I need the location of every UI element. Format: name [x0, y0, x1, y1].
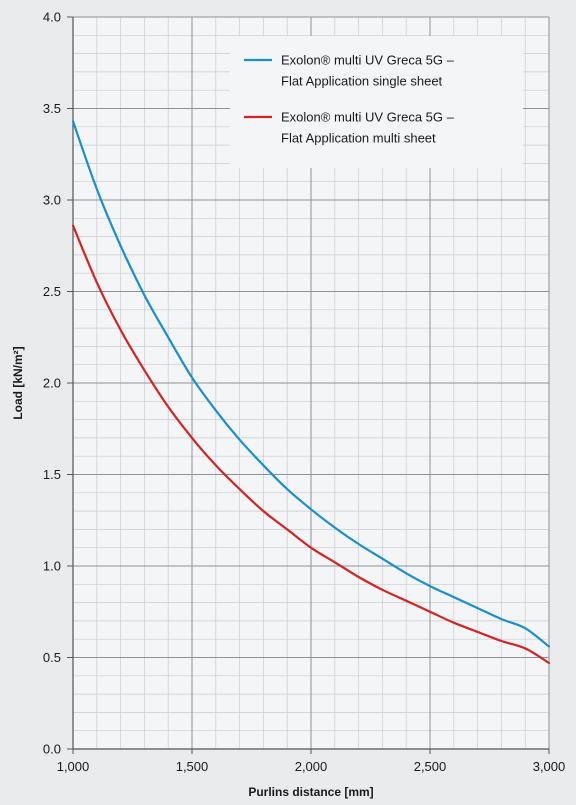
y-tick-label: 3.0: [43, 193, 61, 208]
series-lines: [71, 120, 551, 665]
x-tick-label: 3,000: [533, 759, 566, 774]
series-line-2: [71, 224, 551, 665]
y-tick-label: 0.5: [43, 650, 61, 665]
y-tick-label: 2.0: [43, 376, 61, 391]
x-tick-label: 1,500: [176, 759, 209, 774]
legend: Exolon® multi UV Greca 5G – Flat Applicat…: [244, 53, 455, 146]
y-tick-label: 3.5: [43, 101, 61, 116]
legend-label-1: Exolon® multi UV Greca 5G –: [281, 53, 455, 68]
legend-label-2: Exolon® multi UV Greca 5G –: [281, 110, 455, 125]
x-tick-label: 2,500: [414, 759, 447, 774]
legend-label-1: Flat Application single sheet: [281, 74, 443, 89]
legend-box: [230, 36, 523, 168]
y-tick-label: 1.0: [43, 559, 61, 574]
y-tick-label: 1.5: [43, 467, 61, 482]
tick-labels: 0.0 0.5 1.0 1.5 2.0 2.5 3.0 3.5 4.0 1,000 1,500 2,0…: [43, 10, 565, 775]
legend-background: [230, 36, 523, 168]
legend-label-2: Flat Application multi sheet: [281, 131, 436, 146]
y-axis-title: Load [kN/m²]: [11, 346, 25, 419]
y-tick-label: 0.0: [43, 742, 61, 757]
y-tick-label: 4.0: [43, 10, 61, 25]
y-tick-label: 2.5: [43, 284, 61, 299]
x-axis-title: Purlins distance [mm]: [248, 785, 373, 799]
x-tick-label: 1,000: [57, 759, 90, 774]
x-tick-label: 2,000: [295, 759, 328, 774]
series-line-1: [71, 120, 551, 648]
